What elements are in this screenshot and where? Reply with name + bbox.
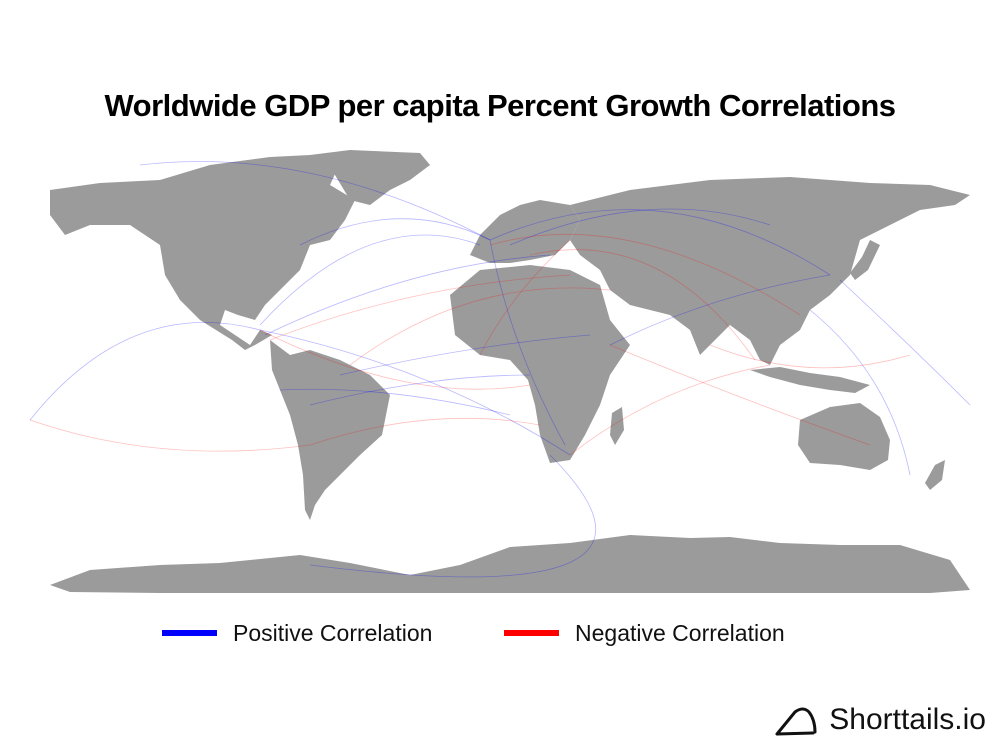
legend: Positive Correlation Negative Correlatio… [0, 618, 1000, 648]
madagascar [610, 407, 624, 445]
world-map-svg [29, 150, 971, 593]
north-america [50, 155, 355, 350]
world-map [10, 145, 990, 600]
south-america [270, 340, 390, 520]
legend-label-positive: Positive Correlation [233, 619, 433, 646]
legend-item-positive: Positive Correlation [162, 618, 432, 648]
asia [570, 177, 970, 365]
antarctica [50, 535, 970, 593]
legend-label-negative: Negative Correlation [575, 619, 785, 646]
australia [798, 403, 890, 470]
europe [470, 200, 580, 263]
new-zealand [925, 460, 945, 490]
negative-line-swatch-icon [504, 630, 559, 636]
land-masses [50, 150, 970, 593]
chart-title: Worldwide GDP per capita Percent Growth … [104, 88, 896, 123]
positive-line-swatch-icon [162, 630, 217, 636]
indonesia [750, 367, 870, 393]
japan [850, 240, 880, 280]
negative-correlation-arcs [29, 233, 911, 456]
positive-correlation-arcs [29, 161, 971, 578]
africa [450, 265, 630, 463]
greenland [310, 150, 430, 205]
shorttails-logo-icon [775, 707, 817, 736]
brand: Shorttails.io [773, 702, 986, 738]
brand-text: Shorttails.io [829, 703, 986, 736]
legend-item-negative: Negative Correlation [504, 618, 785, 648]
